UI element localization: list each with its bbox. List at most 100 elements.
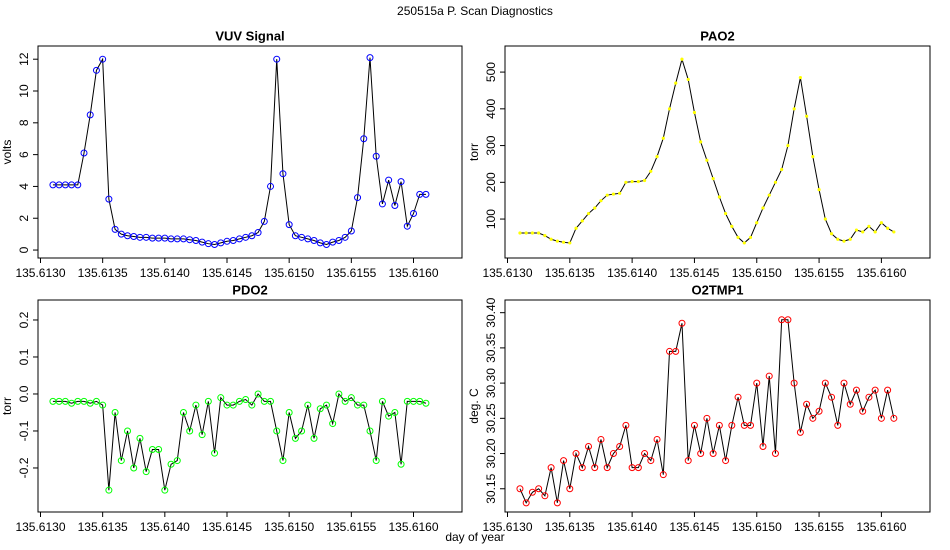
data-point [385,176,393,184]
data-point [747,421,755,429]
data-point [829,232,834,236]
data-point [861,230,865,234]
data-point [661,136,665,140]
data-point [105,486,113,494]
data-point [267,182,275,190]
y-tick-label: 300 [484,135,498,155]
data-point [846,400,854,408]
data-point [854,228,859,232]
data-point [267,397,275,405]
data-point [730,224,734,229]
data-point [784,316,792,324]
data-point [603,464,611,472]
data-point [541,492,549,500]
data-point [678,319,686,327]
data-point [709,450,717,458]
data-point [717,195,721,199]
data-point [555,239,559,243]
data-point [416,397,424,405]
data-point [522,499,530,507]
data-point [616,442,624,450]
data-point [366,54,374,62]
data-point [560,457,568,465]
x-tick-label: 135.6135 [78,266,128,280]
data-point [204,397,212,405]
panel-title: PDO2 [232,282,267,297]
x-tick-label: 135.6160 [388,520,438,534]
data-point [597,435,605,443]
data-point [823,217,827,221]
data-point [842,239,846,243]
data-point [298,233,306,241]
data-point [372,457,380,465]
data-point [659,471,667,479]
data-point [543,233,547,238]
data-point [742,241,746,245]
data-point [728,421,736,429]
data-point [217,239,225,247]
data-point [805,114,809,118]
data-point [840,379,848,387]
data-point [304,401,312,409]
y-tick-label: 6 [17,151,31,158]
data-point [516,485,524,493]
data-point [773,180,778,184]
data-point [99,55,107,63]
x-axis-label: day of year [445,530,504,544]
data-point [828,393,836,401]
data-point [686,77,690,82]
x-tick-label: 135.6145 [202,266,252,280]
data-point [636,179,640,184]
data-point [136,434,144,442]
panel-title: VUV Signal [215,28,284,43]
y-tick-label: 30.30 [484,368,498,398]
data-point [378,200,386,208]
data-point [611,192,616,196]
y-tick-label: 200 [484,172,498,192]
data-point [279,457,287,465]
data-point [354,194,362,202]
data-point [703,414,711,422]
x-tick-label: 135.6135 [545,266,595,280]
data-point [111,408,119,416]
data-point [254,229,262,237]
data-point [605,193,609,197]
y-tick-label: 10 [17,84,31,98]
x-tick-label: 135.6150 [264,266,314,280]
data-point [173,457,181,465]
data-point [655,154,659,159]
data-point [124,427,132,435]
data-point [229,401,237,409]
x-tick-label: 135.6130 [482,266,532,280]
x-tick-label: 135.6150 [732,520,782,534]
data-point [535,485,543,493]
data-point [699,140,703,144]
data-point [248,401,256,409]
data-point [422,190,430,198]
data-point [634,464,642,472]
data-point [859,407,867,415]
data-point [316,239,324,247]
data-point [99,401,107,409]
x-tick-label: 135.6150 [264,520,314,534]
x-tick-label: 135.6130 [482,520,532,534]
data-point [518,231,522,235]
data-point [273,55,281,63]
data-point [341,397,349,405]
data-point [568,241,572,245]
x-tick-label: 135.6160 [388,266,438,280]
data-point [852,386,860,394]
data-point [329,238,337,246]
data-point [771,450,779,458]
x-tick-label: 135.6145 [669,520,719,534]
x-tick-label: 135.6130 [15,266,65,280]
data-point [599,199,603,203]
plot-frame [504,45,931,259]
y-tick-label: 30.35 [484,333,498,363]
y-tick-label: 0.0 [17,385,31,402]
data-point [310,434,318,442]
data-point [92,397,100,405]
data-point [811,154,815,159]
data-point [335,237,343,245]
data-point [322,240,330,248]
